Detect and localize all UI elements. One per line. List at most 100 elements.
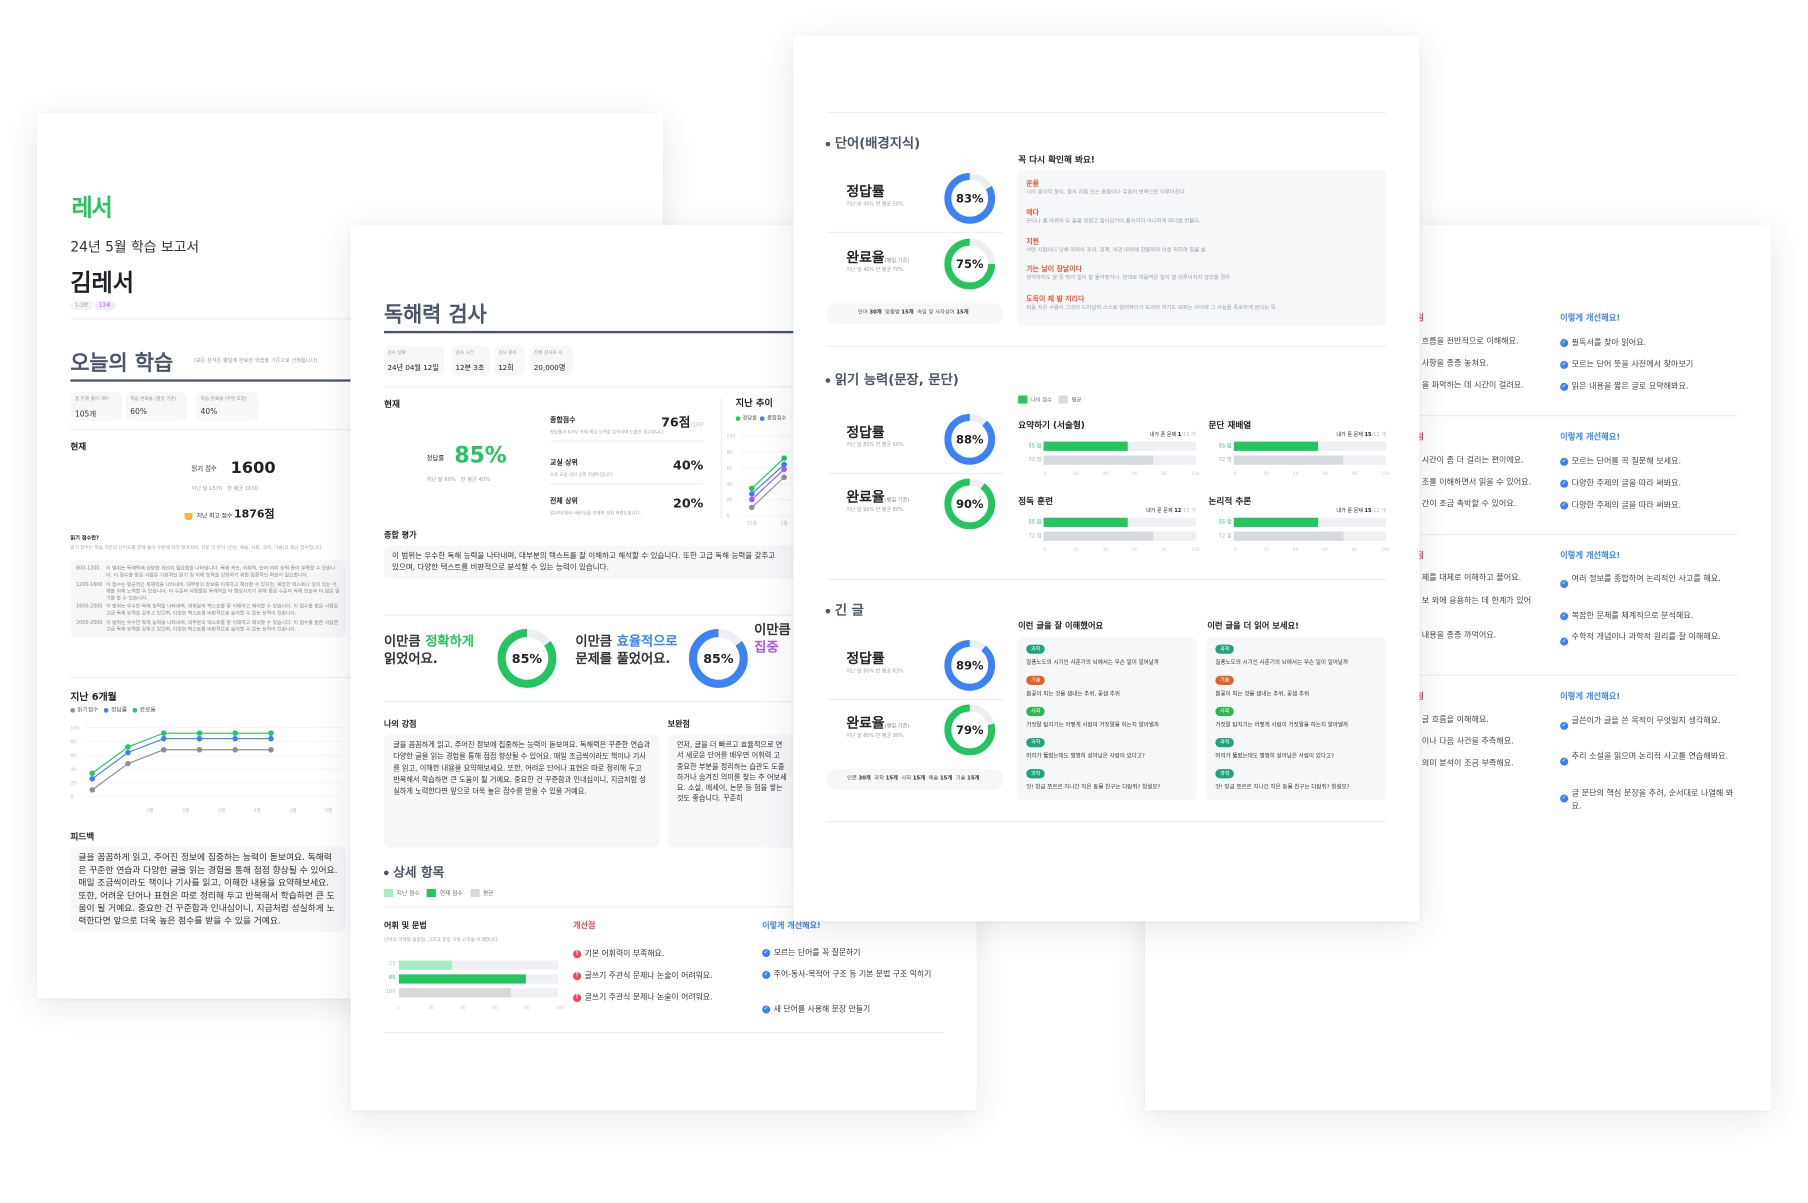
level-range: 1600-2000 (76, 603, 103, 610)
score-unit: 점 (1036, 457, 1042, 464)
howto-text: 글 문단의 핵심 문장을 추려, 순서대로 나열해 봐요. (1571, 788, 1734, 811)
info-label: 검사 횟수 (498, 349, 517, 356)
detail-title: 상세 항목 (384, 863, 444, 881)
metric-value-wrap: 76점/100 (639, 409, 703, 431)
skill-solved: 내가 푼 문제 15/12 개 (1289, 431, 1386, 438)
legend-label: 정답률 (111, 706, 128, 714)
y-tick-label: 60 (726, 465, 732, 471)
metric-label: 교실 상위 (550, 458, 578, 468)
article-title[interactable]: 거짓말 탐지기는 어떻게 사람이 거짓말을 하는지 알아낼까 (1215, 722, 1349, 729)
improve-item: 간이 조금 촉박할 수 있어요. (1421, 499, 1517, 509)
improve-item: ! 글쓰기 주관식 문제나 논술이 어려워요. (573, 969, 712, 980)
x-tick-label: 40 (1102, 546, 1109, 553)
improve-item: 사항을 종종 놓쳐요. (1421, 358, 1489, 368)
article-title[interactable]: 봄꽃이 피는 것을 샘내는 추위, 꽃샘 추위 (1215, 691, 1310, 698)
review-definition: 생각하지도 않 뜻 밖의 일이 잘 들어맞거나, 반대로 마음먹은 일이 잘 이… (1026, 275, 1231, 282)
howto-title: 이렇게 개선해요! (1560, 312, 1621, 323)
x-tick-label: 5월 (325, 807, 332, 814)
x-tick-label: 20 (428, 1004, 435, 1011)
howto-item: ✓ 여러 정보를 종합하여 논리적인 사고를 해요. (1560, 573, 1742, 589)
overall-text: 이 범위는 우수한 독해 능력을 나타내며, 대부분의 텍스트를 잘 이해하고 … (392, 551, 776, 573)
reading-score-value: 1600 (230, 458, 276, 478)
completion-label-wrap: 완료율(평일 기준) (846, 487, 909, 507)
legend-mine: 나의 점수 (1030, 397, 1053, 404)
x-tick-label: 60 (1132, 546, 1138, 553)
skill-name: 요약하기 (서술형) (1018, 419, 1085, 431)
metric-value-wrap: 40% (639, 452, 703, 474)
bar-현재 점수 (398, 974, 527, 984)
review-definition: 어떤 사람이나 단체 따위의 주의, 정책, 의견 따위에 찬동하여 이를 위하… (1026, 247, 1206, 254)
donut-label: 83% (956, 191, 984, 205)
check-icon: ✓ (762, 949, 771, 958)
x-tick-label: 0 (1043, 546, 1047, 553)
metric-label: 전체 상위 (550, 496, 578, 506)
stat-card: 학습 완료율 (주말 포함) 40% (196, 392, 259, 421)
level-desc: 이 범위는 우수한 독해 능력을 나타내며, 대부분의 텍스트를 잘 이해하고 … (106, 603, 339, 617)
howto-text: 여러 정보를 종합하여 논리적인 사고를 해요. (1571, 574, 1721, 584)
article-title[interactable]: 앗! 방금 쪼르르 지나간 작은 동물 친구는 다람쥐? 청설모? (1215, 785, 1350, 792)
data-point (749, 491, 755, 497)
article-title[interactable]: 머리가 뚫렸는데도 멀쩡히 살아남은 사람이 있다고? (1215, 754, 1334, 760)
howto-item: ✓ 글 문단의 핵심 문장을 추려, 순서대로 나열해 봐요. (1560, 788, 1742, 812)
feedback-title: 피드백 (70, 831, 95, 842)
series-line-3 (751, 476, 785, 508)
article-title[interactable]: 앗! 방금 쪼르르 지나간 작은 동물 친구는 다람쥐? 청설모? (1026, 785, 1161, 792)
howto-text: 글쓴이가 글을 쓴 목적이 무엇일지 생각해요. (1571, 716, 1721, 726)
skill-bar-mine (1233, 517, 1318, 527)
data-point (160, 730, 167, 736)
heading-underline (70, 379, 630, 382)
y-tick-label: 80 (726, 450, 732, 456)
stat-card: 총 문제 풀이 개수 105개 (70, 392, 123, 421)
class-tag: 1-2반 (70, 300, 93, 311)
improve-item: 흐름을 전반적으로 이해해요. (1421, 336, 1519, 346)
data-point (749, 485, 755, 492)
check-icon: ✓ (1560, 794, 1569, 803)
howto-title: 이렇게 개선해요! (1560, 690, 1621, 702)
skill-solved: 내가 푼 문제 1/15 개 (1099, 431, 1196, 438)
article-category-tag: 과학 (1026, 644, 1046, 654)
x-tick-label: 80 (523, 1004, 530, 1011)
skill-score-label: 55 점 (1018, 519, 1042, 526)
article-title[interactable]: 질풍노도의 시기인 사춘기의 뇌에서는 무슨 일이 일어날까 (1215, 660, 1349, 667)
article-category-tag: 사회 (1215, 706, 1235, 717)
data-point (781, 466, 787, 473)
count-value: 15개 (912, 776, 926, 782)
donut-progress (497, 629, 557, 688)
article-title[interactable]: 거짓말 탐지기는 어떻게 사람이 거짓말을 하는지 알아낼까 (1026, 722, 1159, 729)
trend-title: 지난 6개월 (70, 691, 117, 704)
strength-box: 글을 꼼꼼하게 읽고, 주어진 정보에 집중하는 능력이 돋보여요. 독해력은 … (383, 734, 660, 848)
improve-item: 시간이 좀 더 걸리는 편이에요. (1421, 455, 1524, 465)
legend-swatch-avg (1058, 395, 1069, 404)
data-point (232, 746, 238, 753)
bar-track (398, 988, 559, 998)
solved-count: 15 (1364, 432, 1372, 439)
trophy-icon (184, 512, 193, 520)
x-tick-label: 100 (555, 1004, 565, 1011)
accuracy-label: 정답률 (846, 424, 885, 441)
level-range: 2000-2500 (76, 619, 103, 626)
stat-label: 총 문제 풀이 개수 (74, 395, 110, 402)
metric-value-wrap: 20% (639, 490, 703, 512)
count-value: 15개 (939, 776, 953, 782)
bar-지난 점수 (398, 960, 452, 970)
article-title[interactable]: 봄꽃이 피는 것을 샘내는 추위, 꽃샘 추위 (1026, 691, 1121, 698)
x-tick-label: 100 (1191, 546, 1200, 553)
data-point (268, 746, 274, 753)
current-label: 현재 (70, 441, 87, 453)
check-icon: ✓ (1560, 721, 1569, 730)
accuracy-value: 85% (454, 442, 507, 469)
legend-label: 읽기점수 (77, 706, 99, 714)
howto-item: ✓ 읽은 내용을 짧은 글로 요약해봐요. (1560, 381, 1742, 393)
check-icon: ✓ (1560, 457, 1569, 466)
trend-title: 지난 추이 (735, 397, 773, 409)
bar-value-label: 100 (385, 989, 396, 996)
donut-progress (944, 172, 996, 224)
score-level-row: 1600-2000 이 범위는 우수한 독해 능력을 나타내며, 대부분의 텍스트… (76, 604, 340, 618)
article-title[interactable]: 질풍노도의 시기인 사춘기의 뇌에서는 무슨 일이 일어날까 (1026, 660, 1159, 667)
count-key: 기술 (955, 776, 966, 782)
article-title[interactable]: 머리가 뚫렸는데도 멀쩡히 살아남은 사람이 있다고? (1026, 754, 1145, 760)
solved-count: 15 (1364, 508, 1372, 515)
series-line-2 (751, 468, 785, 500)
skill-bar-avg (1043, 531, 1154, 541)
score-unit: 점 (1036, 520, 1042, 526)
